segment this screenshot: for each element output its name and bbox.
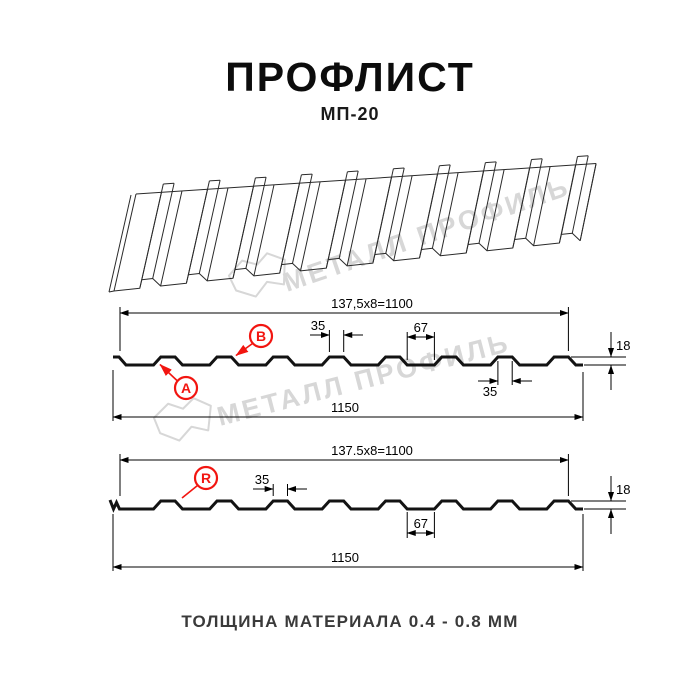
dim-label-span: 137,5x8=1100 — [331, 296, 413, 311]
sheet-edge-line — [571, 155, 589, 234]
side-label-a: A — [159, 363, 199, 401]
page-title: ПРОФЛИСТ — [225, 54, 475, 100]
sheet-edge-line — [577, 155, 589, 157]
dim-label-rib-top: 35 — [311, 318, 325, 333]
sheet-edge-line — [255, 176, 267, 179]
dim-valley-ab: 67 — [406, 320, 435, 360]
sheet-edge-line — [234, 177, 256, 270]
dim-label-rib-bottom: 35 — [483, 384, 497, 399]
dim-label-width: 1150 — [331, 400, 359, 415]
sheet-edge-line — [531, 158, 543, 160]
dim-rib-bottom-ab: 35 — [478, 361, 532, 399]
profile-r-outline — [108, 498, 583, 513]
sheet-edge-line — [439, 172, 459, 256]
sheet-edge-line — [135, 163, 597, 195]
dim-span-r: 137.5x8=1100 — [119, 443, 569, 496]
dim-width-r: 1150 — [112, 514, 584, 571]
dim-valley-r: 67 — [406, 512, 435, 538]
metall-profil-logo-icon — [152, 397, 212, 442]
side-label-r-text: R — [201, 470, 211, 486]
side-label-r: R — [181, 465, 219, 499]
sheet-edge-line — [439, 164, 451, 167]
sheet-edge-line — [338, 170, 359, 259]
sheet-edge-line — [152, 183, 175, 279]
sheet-edge-line — [292, 173, 313, 264]
sheet-front-edge — [113, 232, 581, 292]
side-label-b-text: B — [256, 328, 266, 344]
dim-label-height: 18 — [616, 482, 630, 497]
sheet-edge-line — [485, 161, 497, 164]
sheet-edge-line — [478, 161, 497, 244]
profile-ab-outline — [113, 355, 583, 367]
dim-label-width: 1150 — [331, 550, 359, 565]
sheet-edge-line — [187, 180, 210, 275]
sheet-edge-line — [209, 179, 221, 182]
sheet-edge-line — [525, 158, 543, 239]
sheet-edge-line — [467, 162, 486, 245]
sheet-edge-line — [393, 175, 413, 261]
sheet-edge-line — [206, 187, 229, 282]
sheet-edge-line — [198, 180, 221, 274]
sheet-edge-line — [108, 194, 132, 293]
dim-label-valley: 67 — [414, 320, 428, 335]
dim-label-rib-top: 35 — [255, 472, 269, 487]
sheet-edge-line — [141, 183, 164, 280]
sheet-edge-line — [514, 159, 532, 240]
sheet-edge-line — [163, 182, 175, 185]
sheet-edge-line — [347, 170, 359, 173]
sheet-edge-line — [253, 184, 275, 277]
sheet-edge-line — [327, 171, 348, 260]
dim-height-r: 18 — [571, 476, 630, 534]
dim-label-height: 18 — [616, 338, 630, 353]
sheet-edge-line — [160, 190, 183, 287]
sheet-edge-line — [486, 169, 505, 251]
thickness-note: ТОЛЩИНА МАТЕРИАЛА 0.4 - 0.8 ММ — [181, 612, 519, 631]
product-code: МП-20 — [320, 104, 380, 124]
dim-label-span: 137.5x8=1100 — [331, 443, 413, 458]
sheet-edge-line — [346, 178, 367, 267]
profile-view-r: 137.5x8=1100 35 67 18 — [108, 443, 630, 571]
perspective-sheet-drawing — [108, 155, 597, 293]
watermark-lower: МЕТАЛЛ ПРОФИЛЬ — [152, 327, 513, 442]
profile-view-ab: 137,5x8=1100 35 67 35 — [112, 296, 630, 421]
watermark-upper: МЕТАЛЛ ПРОФИЛЬ — [227, 171, 574, 298]
sheet-edge-line — [431, 164, 451, 249]
sheet-edge-line — [245, 177, 267, 269]
watermark-text: МЕТАЛЛ ПРОФИЛЬ — [279, 171, 574, 297]
sheet-edge-line — [374, 168, 394, 255]
sheet-edge-line — [281, 174, 302, 265]
dim-label-valley: 67 — [414, 516, 428, 531]
side-label-a-text: A — [181, 380, 191, 396]
sheet-edge-line — [113, 193, 137, 292]
sheet-edge-line — [533, 166, 551, 246]
sheet-edge-line — [560, 156, 578, 235]
dim-rib-top-ab: 35 — [310, 318, 363, 352]
sheet-edge-line — [579, 163, 597, 241]
sheet-edge-line — [385, 167, 405, 254]
sheet-edge-line — [393, 167, 405, 170]
dim-rib-top-r: 35 — [253, 472, 307, 496]
sheet-edge-line — [301, 173, 313, 176]
dim-width-ab: 1150 — [112, 370, 584, 421]
sheet-edge-line — [421, 165, 440, 250]
sheet-edge-line — [300, 181, 321, 272]
dim-height-ab: 18 — [571, 332, 630, 390]
side-label-b: B — [235, 323, 274, 357]
dim-span-ab: 137,5x8=1100 — [119, 296, 569, 351]
sheet-edge-line — [108, 290, 115, 293]
